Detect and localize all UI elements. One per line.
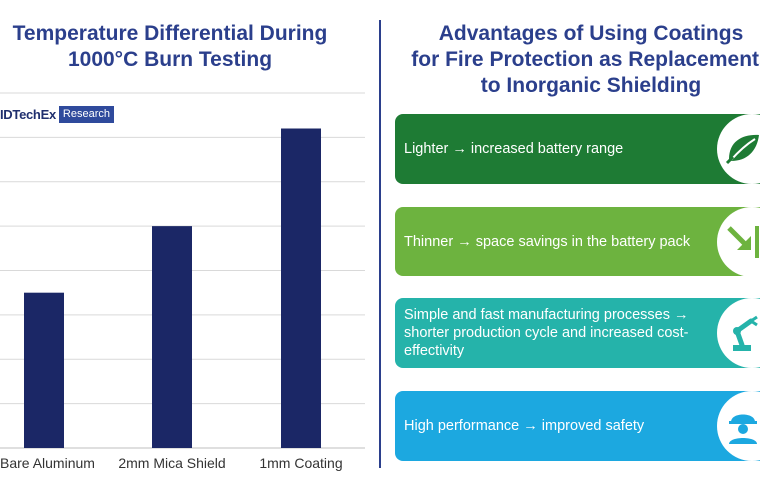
- bar-1mm-coating: [281, 128, 321, 448]
- advantage-text: Simple and fast manufacturing processes …: [404, 307, 689, 359]
- robot-arm-icon: [717, 298, 760, 368]
- logo-brand: IDTechEx: [0, 107, 56, 122]
- leaf-icon: [717, 114, 760, 184]
- advantage-thinner: Thinner → space savings in the battery p…: [395, 207, 760, 277]
- safety-worker-icon: [717, 391, 760, 461]
- advantage-lighter: Lighter → increased battery range: [395, 114, 760, 184]
- idtechex-logo: IDTechEx Research: [0, 106, 114, 123]
- advantage-text: Lighter → increased battery range: [404, 141, 624, 157]
- advantages-title-line2: for Fire Protection as Replacements: [411, 48, 760, 71]
- x-tick-label: 2mm Mica Shield: [118, 455, 225, 471]
- logo-tag: Research: [58, 106, 114, 123]
- x-tick-label: Bare Aluminum: [0, 455, 95, 471]
- chart-title: Temperature Differential During 1000°C B…: [0, 21, 340, 73]
- advantages-title: Advantages of Using Coatings for Fire Pr…: [398, 21, 760, 99]
- bar-2mm-mica-shield: [152, 226, 192, 448]
- compress-arrow-icon: [717, 207, 760, 277]
- advantages-title-line1: Advantages of Using Coatings: [438, 22, 744, 45]
- advantage-performance: High performance → improved safety: [395, 391, 760, 461]
- advantage-manufacturing: Simple and fast manufacturing processes …: [395, 298, 760, 368]
- chart-title-line2: 1000°C Burn Testing: [67, 48, 273, 71]
- advantage-text: High performance → improved safety: [404, 418, 645, 434]
- bar-chart: Bare Aluminum 2mm Mica Shield 1mm Coating: [0, 92, 365, 471]
- advantages-title-line3: to Inorganic Shielding: [480, 74, 702, 97]
- advantage-text: Thinner → space savings in the battery p…: [404, 233, 691, 250]
- section-divider: [379, 20, 381, 468]
- bar-bare-aluminum: [24, 292, 64, 448]
- chart-title-line1: Temperature Differential During: [12, 22, 328, 45]
- x-tick-label: 1mm Coating: [259, 455, 342, 471]
